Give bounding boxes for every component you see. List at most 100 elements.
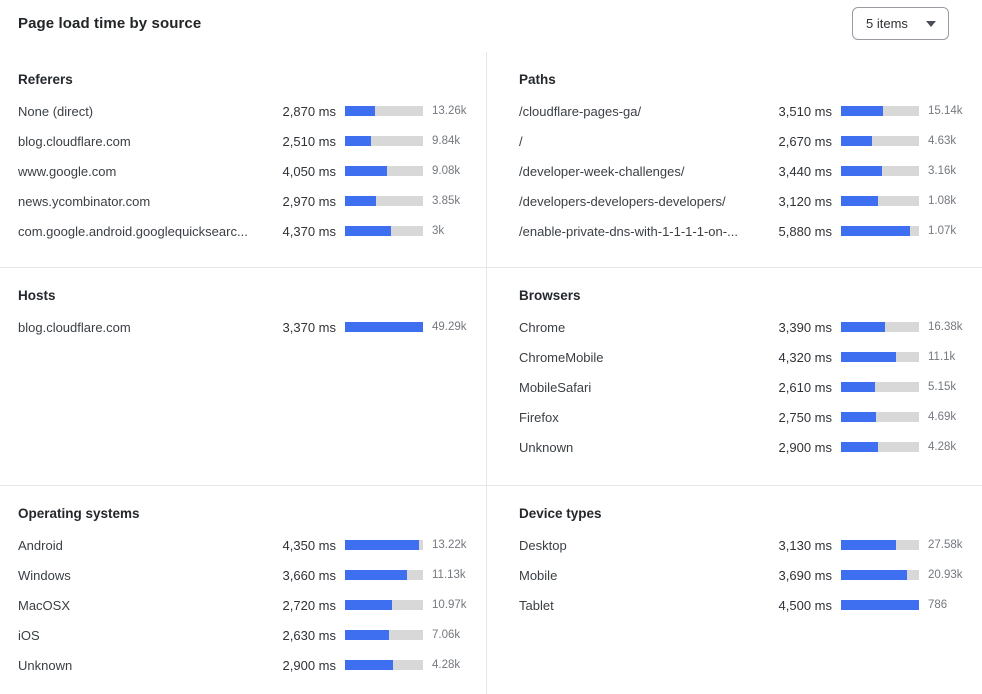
load-time-bar-track [841, 570, 919, 580]
load-time-bar-track [345, 166, 423, 176]
load-time-bar-fill [841, 600, 919, 610]
metric-row[interactable]: Tablet 4,500 ms 786 [519, 590, 978, 620]
metric-section: Browsers Chrome 3,390 ms 16.38k ChromeMo… [486, 267, 982, 485]
row-count: 1.08k [928, 195, 957, 207]
row-label: blog.cloudflare.com [18, 319, 131, 335]
load-time-bar-fill [841, 226, 910, 236]
load-time-bar-fill [345, 570, 407, 580]
metric-row[interactable]: news.ycombinator.com 2,970 ms 3.85k [18, 186, 482, 216]
load-time-bar-track [345, 196, 423, 206]
row-count: 11.13k [432, 569, 466, 581]
row-count: 9.84k [432, 135, 461, 147]
metric-row[interactable]: /developers-developers-developers/ 3,120… [519, 186, 978, 216]
metric-row[interactable]: com.google.android.googlequicksearc... 4… [18, 216, 482, 246]
row-count: 5.15k [928, 381, 957, 393]
row-label: /enable-private-dns-with-1-1-1-1-on-... [519, 223, 738, 239]
metric-row[interactable]: MobileSafari 2,610 ms 5.15k [519, 372, 978, 402]
row-load-time: 3,510 ms [778, 103, 832, 119]
row-count: 11.1k [928, 351, 956, 363]
row-load-time: 4,370 ms [282, 223, 336, 239]
row-count: 4.28k [928, 441, 957, 453]
section-title: Hosts [18, 288, 56, 303]
load-time-bar-fill [345, 136, 371, 146]
section-title: Browsers [519, 288, 581, 303]
metric-row[interactable]: Windows 3,660 ms 11.13k [18, 560, 482, 590]
metric-row[interactable]: Unknown 2,900 ms 4.28k [18, 650, 482, 680]
row-load-time: 2,870 ms [282, 103, 336, 119]
load-time-bar-fill [841, 570, 907, 580]
metric-row[interactable]: Firefox 2,750 ms 4.69k [519, 402, 978, 432]
row-label: Windows [18, 567, 71, 583]
row-count: 16.38k [928, 321, 963, 333]
load-time-bar-fill [345, 660, 393, 670]
load-time-bar-track [841, 600, 919, 610]
load-time-bar-fill [345, 106, 376, 116]
load-time-bar-fill [345, 226, 392, 236]
metric-row[interactable]: /enable-private-dns-with-1-1-1-1-on-... … [519, 216, 978, 246]
load-time-bar-fill [841, 352, 897, 362]
load-time-bar-fill [841, 322, 886, 332]
load-time-bar-fill [345, 166, 388, 176]
load-time-bar-track [841, 352, 919, 362]
row-label: Android [18, 537, 63, 553]
row-label: /cloudflare-pages-ga/ [519, 103, 642, 119]
load-time-bar-fill [841, 540, 896, 550]
load-time-bar-track [841, 106, 919, 116]
row-load-time: 3,130 ms [778, 537, 832, 553]
row-label: MacOSX [18, 597, 71, 613]
row-count: 7.06k [432, 629, 461, 641]
load-time-bar-fill [841, 442, 879, 452]
row-load-time: 4,320 ms [778, 349, 832, 365]
row-label: /developer-week-challenges/ [519, 163, 685, 179]
row-label: Firefox [519, 409, 559, 425]
metric-row[interactable]: blog.cloudflare.com 2,510 ms 9.84k [18, 126, 482, 156]
row-count: 15.14k [928, 105, 963, 117]
row-count: 1.07k [928, 225, 957, 237]
load-time-bar-fill [841, 412, 877, 422]
metric-row[interactable]: /developer-week-challenges/ 3,440 ms 3.1… [519, 156, 978, 186]
metric-row[interactable]: /cloudflare-pages-ga/ 3,510 ms 15.14k [519, 96, 978, 126]
row-load-time: 3,690 ms [778, 567, 832, 583]
metric-row[interactable]: Chrome 3,390 ms 16.38k [519, 312, 978, 342]
metric-row[interactable]: Mobile 3,690 ms 20.93k [519, 560, 978, 590]
load-time-bar-fill [345, 196, 377, 206]
chevron-down-icon [926, 20, 936, 27]
row-load-time: 2,900 ms [282, 657, 336, 673]
metric-row[interactable]: blog.cloudflare.com 3,370 ms 49.29k [18, 312, 482, 342]
metric-row[interactable]: MacOSX 2,720 ms 10.97k [18, 590, 482, 620]
row-load-time: 2,510 ms [282, 133, 336, 149]
items-count-value: 5 items [866, 16, 908, 31]
row-label: Desktop [519, 537, 567, 553]
row-load-time: 3,440 ms [778, 163, 832, 179]
metric-row[interactable]: Unknown 2,900 ms 4.28k [519, 432, 978, 462]
row-load-time: 2,670 ms [778, 133, 832, 149]
row-load-time: 2,630 ms [282, 627, 336, 643]
metric-row[interactable]: www.google.com 4,050 ms 9.08k [18, 156, 482, 186]
row-label: iOS [18, 627, 40, 643]
metric-row[interactable]: / 2,670 ms 4.63k [519, 126, 978, 156]
row-load-time: 2,720 ms [282, 597, 336, 613]
row-label: Mobile [519, 567, 558, 583]
load-time-bar-track [841, 226, 919, 236]
section-rows: Desktop 3,130 ms 27.58k Mobile 3,690 ms … [519, 530, 978, 620]
row-label: Unknown [519, 439, 574, 455]
load-time-bar-fill [841, 166, 883, 176]
items-count-dropdown[interactable]: 5 items [852, 7, 949, 40]
row-count: 20.93k [928, 569, 963, 581]
section-rows: /cloudflare-pages-ga/ 3,510 ms 15.14k / … [519, 96, 978, 246]
metric-row[interactable]: iOS 2,630 ms 7.06k [18, 620, 482, 650]
metric-row[interactable]: ChromeMobile 4,320 ms 11.1k [519, 342, 978, 372]
row-label: Tablet [519, 597, 554, 613]
metric-row[interactable]: None (direct) 2,870 ms 13.26k [18, 96, 482, 126]
metric-row[interactable]: Android 4,350 ms 13.22k [18, 530, 482, 560]
row-load-time: 2,900 ms [778, 439, 832, 455]
section-rows: Android 4,350 ms 13.22k Windows 3,660 ms… [18, 530, 482, 680]
row-label: / [519, 133, 523, 149]
row-count: 9.08k [432, 165, 461, 177]
row-label: Chrome [519, 319, 566, 335]
load-time-bar-track [841, 382, 919, 392]
row-count: 4.63k [928, 135, 957, 147]
metric-row[interactable]: Desktop 3,130 ms 27.58k [519, 530, 978, 560]
row-label: /developers-developers-developers/ [519, 193, 726, 209]
panel-header: Page load time by source 5 items [0, 0, 982, 52]
